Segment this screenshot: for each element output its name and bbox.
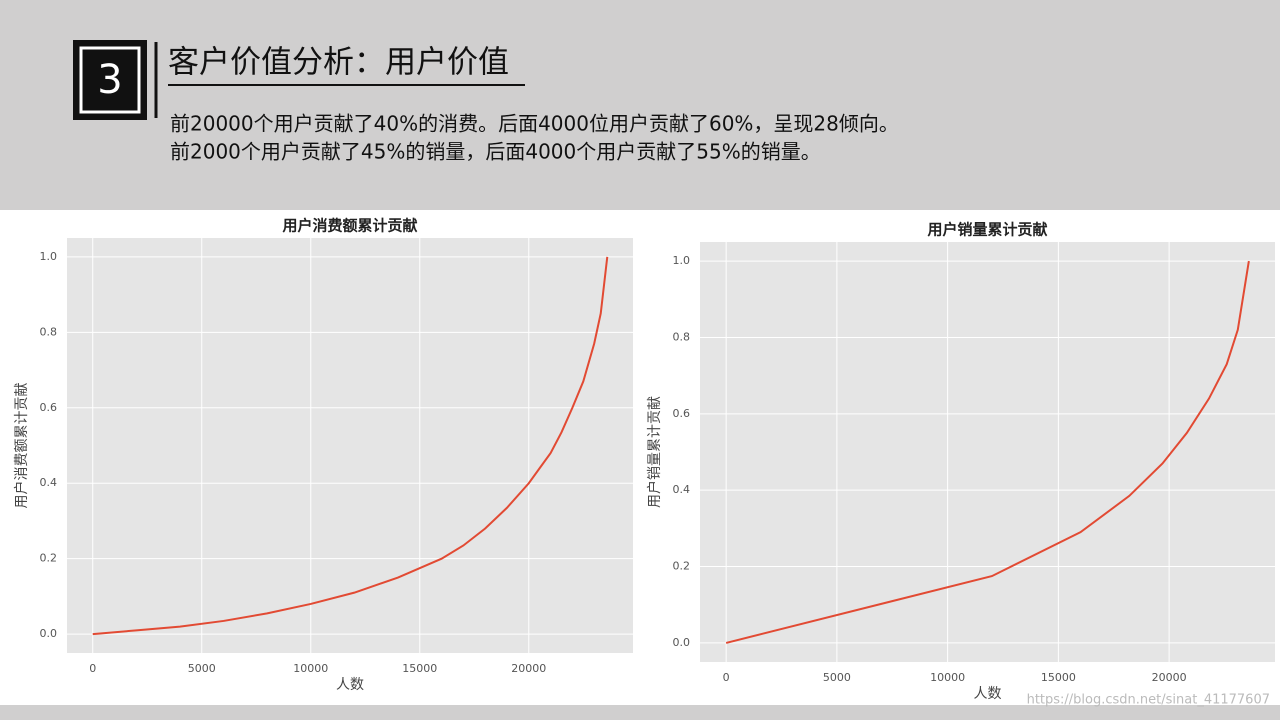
x-tick-label: 0 (723, 671, 730, 684)
plot-area (67, 238, 633, 653)
y-tick-label: 0.8 (673, 330, 691, 343)
x-tick-label: 5000 (188, 662, 216, 675)
y-tick-label: 0.6 (673, 407, 691, 420)
y-tick-label: 0.6 (40, 401, 58, 414)
footer-bg (0, 705, 1280, 720)
slide-title: 客户价值分析：用户价值 (168, 45, 509, 81)
y-tick-label: 0.8 (40, 325, 58, 338)
x-tick-label: 10000 (930, 671, 965, 684)
y-tick-label: 0.2 (40, 552, 58, 565)
y-tick-label: 0.4 (40, 476, 58, 489)
chart-title: 用户消费额累计贡献 (282, 217, 417, 235)
y-axis-label: 用户消费额累计贡献 (13, 383, 30, 509)
y-tick-label: 1.0 (40, 250, 58, 263)
badge-number: 3 (97, 57, 122, 103)
data-line (725, 260, 1250, 644)
x-axis-label: 人数 (974, 686, 1002, 702)
y-tick-label: 1.0 (673, 254, 691, 267)
summary-line: 前2000个用户贡献了45%的销量，后面4000个用户贡献了55%的销量。 (170, 140, 821, 164)
x-axis-label: 人数 (336, 677, 364, 693)
plot-area (700, 242, 1275, 662)
badge (73, 40, 147, 120)
watermark: https://blog.csdn.net/sinat_41177607 (1027, 693, 1270, 708)
x-tick-label: 20000 (1152, 671, 1187, 684)
y-tick-label: 0.0 (40, 627, 58, 640)
y-tick-label: 0.4 (673, 483, 691, 496)
data-line (92, 256, 609, 636)
x-tick-label: 0 (89, 662, 96, 675)
chart-title: 用户销量累计贡献 (927, 221, 1047, 239)
y-axis-label: 用户销量累计贡献 (646, 396, 663, 508)
x-tick-label: 15000 (1041, 671, 1076, 684)
x-tick-label: 10000 (293, 662, 328, 675)
x-tick-label: 20000 (511, 662, 546, 675)
y-tick-label: 0.2 (673, 560, 691, 573)
header-bg (0, 0, 1280, 210)
badge-border (79, 46, 141, 114)
x-tick-label: 5000 (823, 671, 851, 684)
y-tick-label: 0.0 (673, 636, 691, 649)
summary-line: 前20000个用户贡献了40%的消费。后面4000位用户贡献了60%，呈现28倾… (170, 112, 899, 136)
x-tick-label: 15000 (402, 662, 437, 675)
